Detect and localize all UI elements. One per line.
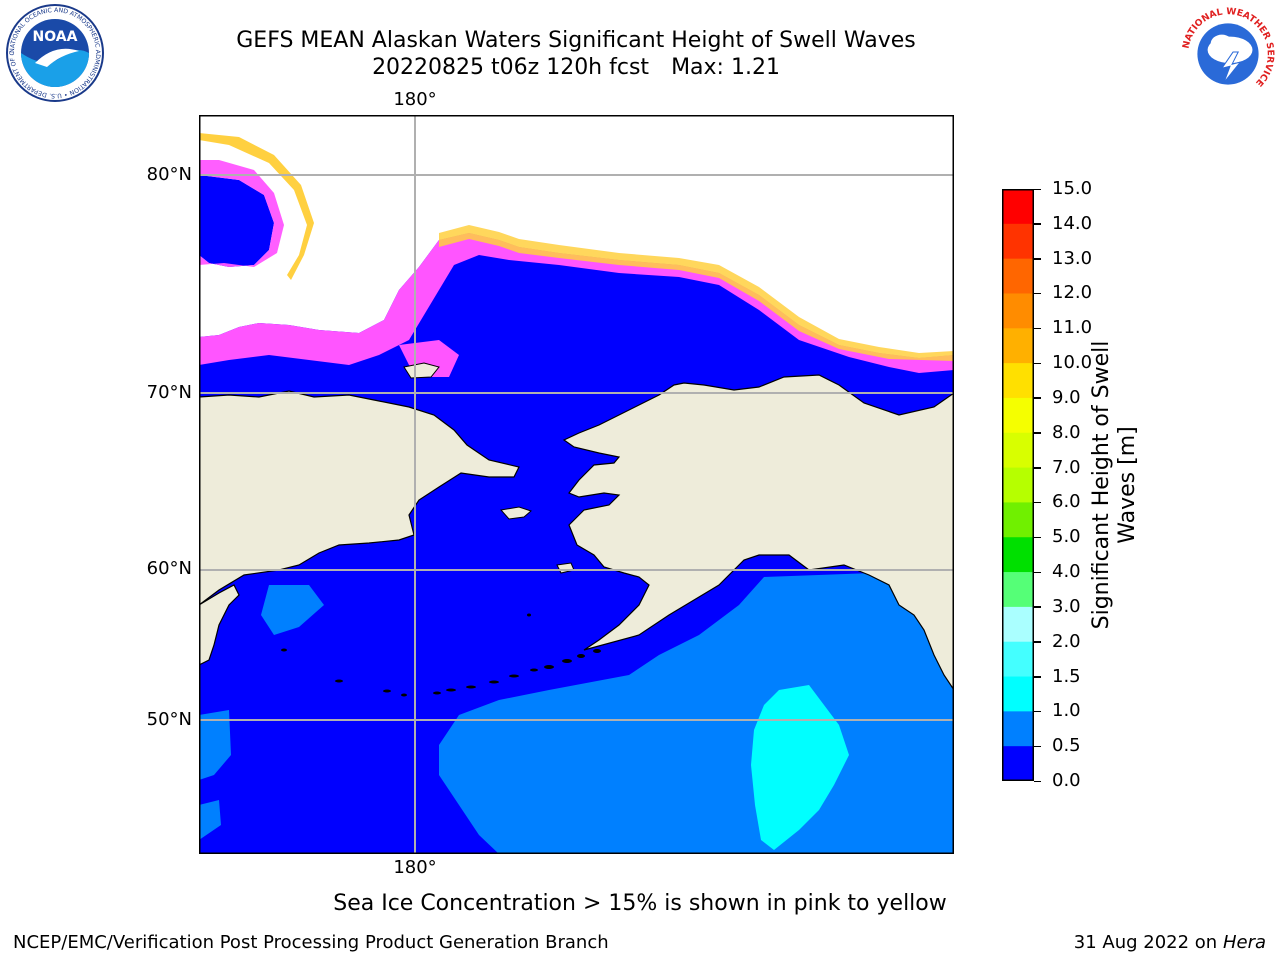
sea-ice-caption: Sea Ice Concentration > 15% is shown in … — [333, 891, 947, 916]
colorbar-segment — [1002, 223, 1034, 260]
sea-ice-band-west-yellow — [199, 133, 314, 280]
colorbar-segment — [1002, 572, 1034, 608]
colorbar-tick-mark — [1034, 188, 1041, 190]
colorbar-label-line1: Significant Height of Swell — [1089, 340, 1114, 630]
open-water-pocket — [199, 175, 274, 267]
colorbar-segment — [1002, 711, 1034, 747]
aleutian-islands — [281, 613, 601, 697]
ocean-moderate-swell-west-2 — [199, 800, 221, 840]
colorbar-segment — [1002, 502, 1034, 538]
land-alaska — [562, 374, 954, 692]
colorbar-tick-label: 8.0 — [1052, 421, 1081, 443]
colorbar — [1002, 189, 1034, 781]
lon-label-bottom: 180° — [393, 857, 437, 878]
colorbar-tick-label: 10.0 — [1052, 352, 1093, 374]
colorbar-tick-label: 1.5 — [1052, 665, 1081, 687]
footer-date-text: 31 Aug 2022 on — [1073, 932, 1218, 953]
colorbar-segment — [1002, 363, 1034, 399]
colorbar-tick-mark — [1034, 536, 1041, 539]
land-kamchatka — [199, 584, 240, 666]
sea-ice-band-west — [199, 160, 284, 267]
colorbar-tick-label: 5.0 — [1052, 526, 1081, 548]
colorbar-segment — [1002, 641, 1034, 678]
map-frame — [199, 115, 954, 854]
lon-label-top: 180° — [393, 89, 437, 110]
noaa-logo-text: NOAA — [33, 29, 78, 45]
ocean-moderate-swell-west — [199, 710, 231, 780]
colorbar-tick-mark — [1034, 501, 1041, 504]
colorbar-tick-label: 3.0 — [1052, 595, 1081, 617]
colorbar-frame — [1002, 189, 1034, 781]
map-gridlines — [199, 115, 954, 854]
colorbar-tick-label: 2.0 — [1052, 630, 1081, 652]
colorbar-segment — [1002, 258, 1034, 294]
colorbar-tick-label: 14.0 — [1052, 212, 1093, 234]
lat-label-70n: 70°N — [146, 382, 192, 403]
colorbar-tick-label: 6.0 — [1052, 491, 1081, 513]
sea-ice-band-coast — [199, 233, 954, 373]
chart-title: GEFS MEAN Alaskan Waters Significant Hei… — [236, 28, 916, 53]
colorbar-tick-label: 7.0 — [1052, 456, 1081, 478]
colorbar-tick-label: 13.0 — [1052, 247, 1093, 269]
swell-height-map — [199, 115, 954, 854]
colorbar-tick-mark — [1034, 467, 1041, 469]
colorbar-tick-mark — [1034, 327, 1041, 330]
colorbar-segment — [1002, 676, 1034, 712]
colorbar-tick-label: 0.0 — [1052, 770, 1081, 791]
colorbar-segment — [1002, 746, 1034, 781]
colorbar-tick-label: 9.0 — [1052, 386, 1081, 408]
colorbar-tick-mark — [1034, 223, 1041, 225]
colorbar-label-line2: Waves [m] — [1115, 426, 1140, 544]
colorbar-tick-label: 11.0 — [1052, 317, 1093, 339]
lat-label-50n: 50°N — [146, 709, 192, 730]
colorbar-tick-mark — [1034, 292, 1041, 295]
nws-logo: NATIONAL WEATHER SERVICE — [1179, 5, 1277, 103]
colorbar-segment — [1002, 606, 1034, 643]
footer-host: Hera — [1222, 932, 1266, 953]
colorbar-segment — [1002, 537, 1034, 573]
colorbar-tick-mark — [1034, 780, 1041, 782]
max-label: Max: 1.21 — [671, 55, 780, 80]
colorbar-segment — [1002, 328, 1034, 364]
colorbar-tick-mark — [1034, 571, 1041, 574]
noaa-logo: NATIONAL OCEANIC AND ATMOSPHERIC ADMINIS… — [5, 3, 104, 102]
colorbar-segment — [1002, 189, 1034, 225]
ocean-high-swell — [751, 685, 849, 850]
colorbar-tick-mark — [1034, 641, 1041, 643]
land-siberia — [199, 390, 520, 606]
colorbar-tick-mark — [1034, 397, 1041, 399]
run-label: 20220825 t06z 120h fcst — [372, 55, 650, 80]
chart-subtitle: 20220825 t06z 120h fcst Max: 1.21 — [0, 55, 1152, 81]
footer-date: 31 Aug 2022 on Hera — [1074, 932, 1266, 953]
land-wrangel-island — [403, 362, 440, 379]
ocean-moderate-swell-bering — [261, 585, 324, 635]
land-st-lawrence-island — [500, 506, 532, 520]
colorbar-segment — [1002, 467, 1034, 503]
colorbar-tick-mark — [1034, 362, 1041, 365]
colorbar-segment — [1002, 293, 1034, 329]
lat-label-80n: 80°N — [146, 164, 192, 185]
colorbar-tick-label: 4.0 — [1052, 561, 1081, 583]
colorbar-segment — [1002, 397, 1034, 434]
footer-branch: NCEP/EMC/Verification Post Processing Pr… — [13, 932, 609, 953]
colorbar-label: Significant Height of Swell Waves [m] — [1089, 235, 1141, 735]
colorbar-tick-mark — [1034, 745, 1041, 748]
colorbar-segment — [1002, 432, 1034, 469]
colorbar-tick-label: 15.0 — [1052, 178, 1093, 199]
colorbar-tick-mark — [1034, 606, 1041, 608]
colorbar-tick-mark — [1034, 710, 1041, 713]
colorbar-tick-label: 0.5 — [1052, 735, 1081, 757]
colorbar-tick-mark — [1034, 432, 1041, 434]
colorbar-tick-label: 1.0 — [1052, 700, 1081, 722]
lat-label-60n: 60°N — [146, 558, 192, 579]
colorbar-tick-label: 12.0 — [1052, 282, 1093, 304]
colorbar-tick-mark — [1034, 258, 1041, 260]
colorbar-tick-mark — [1034, 676, 1041, 678]
sea-ice-band-coast-yellow — [439, 225, 954, 361]
